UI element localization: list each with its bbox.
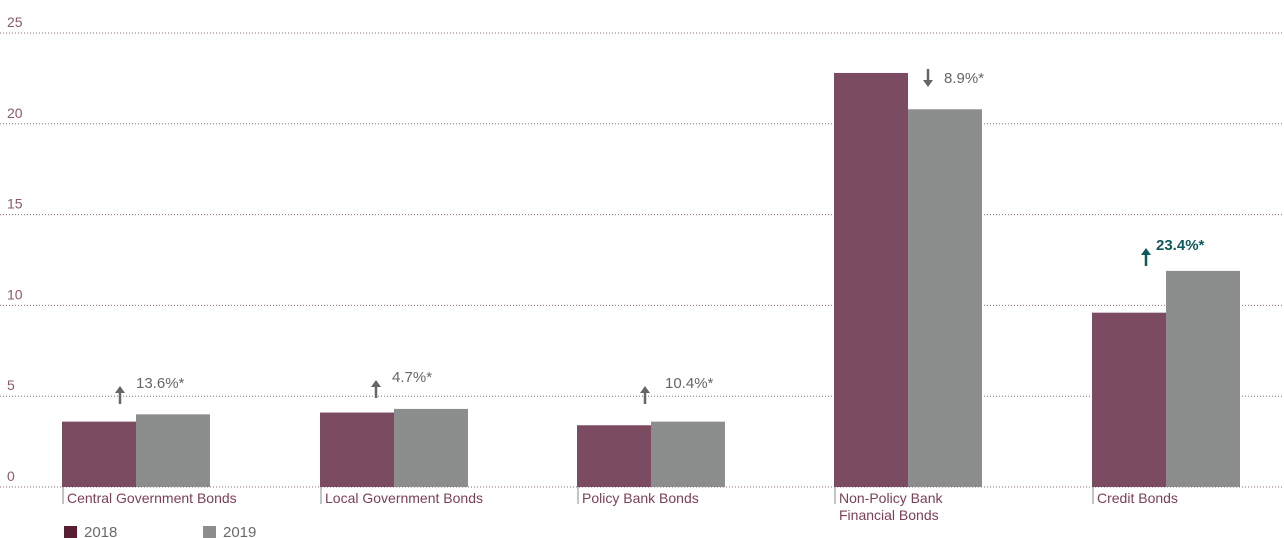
- arrow-up-icon: [1141, 248, 1151, 255]
- arrow-up-icon: [371, 380, 381, 387]
- annotation-3: 8.9%*: [923, 69, 984, 87]
- bar-2018-3: [834, 72, 908, 488]
- arrow-up-icon: [115, 386, 125, 393]
- arrow-down-icon: [923, 80, 933, 87]
- bar-2019-0: [136, 414, 210, 487]
- category-label-4-0: Credit Bonds: [1097, 490, 1178, 506]
- category-label-1-0: Local Government Bonds: [325, 490, 483, 506]
- legend-swatch-2018: [64, 526, 77, 538]
- annotation-1: 4.7%*: [371, 369, 432, 398]
- legend-label-2019: 2019: [223, 524, 256, 538]
- annotation-label-3: 8.9%*: [944, 70, 984, 87]
- annotation-0: 13.6%*: [115, 375, 185, 404]
- bar-2018-0: [62, 421, 136, 487]
- bar-2019-3: [908, 109, 982, 487]
- y-axis-ticks: 0 5 10 15 20 25: [7, 14, 23, 484]
- y-tick-label-25: 25: [7, 14, 23, 30]
- y-tick-label-0: 0: [7, 468, 15, 484]
- arrow-up-icon: [640, 386, 650, 393]
- bar-2018-1: [320, 412, 394, 487]
- y-tick-label-20: 20: [7, 105, 23, 121]
- annotation-label-0: 13.6%*: [136, 375, 185, 392]
- legend-swatch-2019: [203, 526, 216, 538]
- bar-2019-1: [394, 408, 468, 487]
- legend-label-2018: 2018: [84, 524, 117, 538]
- annotation-2: 10.4%*: [640, 375, 714, 404]
- y-tick-label-5: 5: [7, 377, 15, 393]
- annotation-4: 23.4%*: [1141, 237, 1205, 266]
- legend: 2018 2019: [64, 524, 256, 538]
- bar-2018-2: [577, 425, 651, 487]
- bar-2018-4: [1092, 312, 1166, 487]
- y-tick-label-15: 15: [7, 196, 23, 212]
- category-label-3-1: Financial Bonds: [839, 507, 939, 523]
- annotation-label-2: 10.4%*: [665, 375, 714, 392]
- bars: [62, 72, 1240, 488]
- annotation-label-4: 23.4%*: [1156, 237, 1205, 254]
- category-label-2-0: Policy Bank Bonds: [582, 490, 699, 506]
- category-labels: Central Government Bonds Local Government…: [62, 487, 1178, 523]
- annotation-label-1: 4.7%*: [392, 369, 432, 386]
- change-annotations: 13.6%* 4.7%* 10.4%* 8.9%* 23.4%*: [115, 69, 1205, 404]
- category-label-3-0: Non-Policy Bank: [839, 490, 943, 506]
- bar-2019-2: [651, 421, 725, 487]
- bar-2019-4: [1166, 270, 1240, 487]
- y-tick-label-10: 10: [7, 286, 23, 302]
- category-label-0-0: Central Government Bonds: [67, 490, 237, 506]
